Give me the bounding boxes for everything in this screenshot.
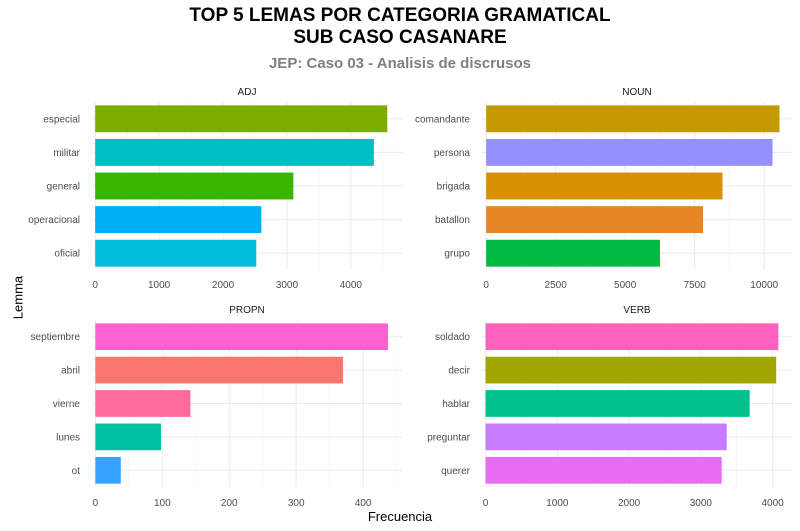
y-tick-label: septiembre — [31, 332, 81, 343]
bar-soldado — [485, 323, 779, 351]
y-tick-label: especial — [43, 114, 80, 125]
y-tick-label: brigada — [437, 182, 471, 193]
x-tick-label: 1000 — [148, 280, 171, 291]
y-tick-label: decir — [448, 366, 470, 377]
x-tick-label: 2000 — [212, 280, 235, 291]
y-tick-label: militar — [53, 148, 80, 159]
x-tick-label: 4000 — [340, 280, 363, 291]
bar-preguntar — [485, 423, 727, 451]
facet-panel-adj: ADJ especial militar general operacional ofic… — [28, 87, 402, 291]
y-tick-label: preguntar — [427, 432, 470, 443]
bar-lunes — [95, 423, 161, 451]
bar-vierne — [95, 390, 191, 417]
y-tick-label: abril — [61, 366, 80, 377]
y-tick-label: hablar — [442, 399, 470, 410]
x-tick-label: 3000 — [276, 280, 299, 291]
bar-abril — [95, 356, 344, 384]
bar-hablar — [485, 390, 750, 417]
y-tick-label: soldado — [435, 332, 470, 343]
bar-general — [95, 172, 294, 200]
x-tick-label: 2500 — [545, 280, 568, 291]
x-tick-label: 300 — [288, 498, 305, 509]
facet-label: VERB — [623, 305, 651, 316]
bar-oficial — [95, 239, 257, 267]
facet-panel-noun: NOUN comandante persona brigada batallon grup… — [415, 87, 792, 291]
chart-subtitle: JEP: Caso 03 - Analisis de discrusos — [268, 55, 532, 72]
bar-batallon — [486, 206, 704, 234]
facet-panel-verb: VERB soldado decir hablar preguntar querer 0 10… — [427, 305, 792, 509]
chart-title-line2: SUB CASO CASANARE — [293, 27, 507, 48]
bar-decir — [485, 356, 777, 384]
y-tick-label: ot — [72, 466, 81, 477]
y-tick-label: general — [47, 182, 80, 193]
x-axis-label: Frecuencia — [367, 509, 433, 524]
x-tick-label: 7500 — [684, 280, 707, 291]
x-tick-label: 0 — [483, 280, 489, 291]
x-tick-label: 4000 — [762, 498, 785, 509]
y-tick-label: comandante — [415, 114, 470, 125]
y-tick-label: persona — [434, 148, 471, 159]
facet-label: NOUN — [622, 87, 651, 98]
bar-comandante — [486, 105, 780, 133]
y-tick-label: lunes — [56, 432, 80, 443]
bar-operacional — [95, 206, 262, 234]
bar-septiembre — [95, 323, 388, 351]
x-tick-label: 0 — [93, 498, 99, 509]
y-tick-label: grupo — [444, 249, 470, 260]
bar-ot — [95, 456, 121, 484]
bar-querer — [485, 456, 722, 484]
bar-brigada — [486, 172, 723, 200]
x-tick-label: 10000 — [750, 280, 778, 291]
y-tick-label: operacional — [28, 215, 80, 226]
facet-panel-propn: PROPN septiembre abril vierne lunes ot 0 100 200… — [31, 305, 402, 509]
facet-label: ADJ — [238, 87, 257, 98]
x-tick-label: 2000 — [618, 498, 641, 509]
facet-label: PROPN — [229, 305, 265, 316]
bar-especial — [95, 105, 388, 133]
x-tick-label: 5000 — [614, 280, 637, 291]
x-tick-label: 200 — [221, 498, 238, 509]
bar-persona — [486, 138, 773, 166]
x-tick-label: 0 — [92, 280, 98, 291]
y-tick-label: vierne — [53, 399, 81, 410]
chart-title: TOP 5 LEMAS POR CATEGORIA GRAMATICAL — [189, 5, 611, 26]
bar-grupo — [486, 239, 660, 267]
y-tick-label: querer — [441, 466, 471, 477]
y-tick-label: batallon — [435, 215, 470, 226]
x-tick-label: 100 — [154, 498, 171, 509]
y-tick-label: oficial — [54, 249, 80, 260]
x-tick-label: 400 — [355, 498, 372, 509]
x-tick-label: 0 — [483, 498, 489, 509]
bar-militar — [95, 138, 374, 166]
x-tick-label: 1000 — [546, 498, 569, 509]
x-tick-label: 3000 — [690, 498, 713, 509]
